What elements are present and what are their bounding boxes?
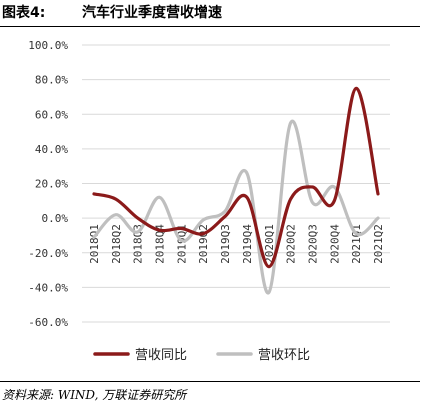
y-tick-label: 0.0% <box>42 212 69 225</box>
header-rule <box>0 26 420 27</box>
x-tick-label: 2020Q1 <box>263 224 276 264</box>
legend-item-yoy: 营收同比 <box>93 348 187 363</box>
series-line-qoq <box>92 119 380 295</box>
x-tick-label: 2018Q3 <box>132 224 145 264</box>
legend-item-qoq: 营收环比 <box>216 348 310 363</box>
x-tick-label: 2020Q2 <box>285 224 298 264</box>
series-line-yoy <box>92 86 380 269</box>
figure-number: 图表4: <box>2 5 46 21</box>
x-tick-label: 2020Q3 <box>306 224 319 264</box>
series-lines <box>92 86 380 295</box>
figure-title: 汽车行业季度营收增速 <box>82 5 222 21</box>
x-tick-label: 2021Q2 <box>372 224 385 264</box>
x-tick-label: 2018Q4 <box>154 224 167 264</box>
legend-label: 营收环比 <box>258 348 310 363</box>
y-tick-label: 20.0% <box>35 178 68 191</box>
y-tick-label: 80.0% <box>35 74 68 87</box>
footer-rule <box>0 381 420 382</box>
y-tick-label: -20.0% <box>28 247 68 260</box>
x-tick-label: 2019Q1 <box>175 224 188 264</box>
y-tick-label: 60.0% <box>35 108 68 121</box>
legend-label: 营收同比 <box>135 348 187 363</box>
x-tick-label: 2019Q4 <box>241 224 254 264</box>
y-tick-label: -40.0% <box>28 281 68 294</box>
y-tick-label: 100.0% <box>28 39 68 52</box>
y-axis-ticks: -60.0% -40.0% -20.0% 0.0% 20.0% 40.0% 60.0% 80.… <box>28 39 68 329</box>
x-tick-label: 2018Q2 <box>110 224 123 264</box>
x-tick-label: 2019Q3 <box>219 224 232 264</box>
x-tick-label: 2020Q4 <box>328 224 341 264</box>
figure-header: 图表4: 汽车行业季度营收增速 <box>0 0 427 26</box>
source-note: 资料来源: WIND, 万联证券研究所 <box>2 388 187 402</box>
y-tick-label: 40.0% <box>35 143 68 156</box>
legend: 营收同比 营收环比 <box>93 348 310 363</box>
y-tick-label: -60.0% <box>28 316 68 329</box>
